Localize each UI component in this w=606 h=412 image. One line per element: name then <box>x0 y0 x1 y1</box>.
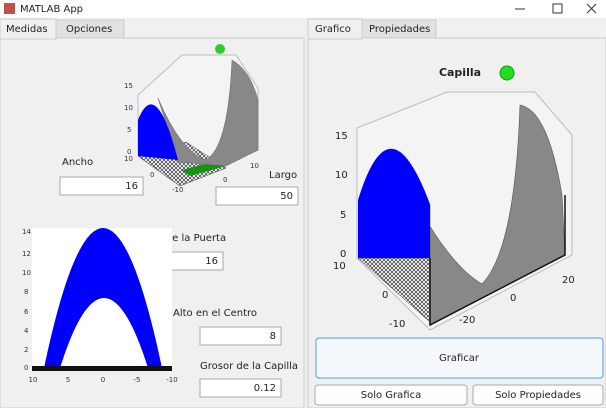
field-value: 16 <box>125 181 138 192</box>
field-label: Ancho <box>62 157 93 168</box>
status-lamp <box>499 65 515 81</box>
tick-label: 5 <box>66 376 70 384</box>
base <box>32 366 172 371</box>
window-title: MATLAB App <box>20 4 83 15</box>
tick-label: 10 <box>124 104 133 112</box>
close-button[interactable] <box>586 3 597 14</box>
text-input[interactable] <box>59 176 144 196</box>
tick-label: 5 <box>127 126 131 134</box>
plot-3d: 15 10 5 0 10 0 -10 -20 0 20 <box>333 91 575 331</box>
field-label: Alto de la Puerta <box>143 233 226 244</box>
field-label: Alto en el Centro <box>173 308 257 319</box>
tick-label: 12 <box>22 250 31 258</box>
tick-label: -10 <box>172 186 183 194</box>
field-label: Grosor de la Capilla <box>200 361 298 372</box>
tick-label: 10 <box>29 376 38 384</box>
button[interactable] <box>472 384 604 406</box>
tick-label: 6 <box>24 308 29 316</box>
end-wall <box>358 148 430 258</box>
tab-label: Grafico <box>315 24 351 35</box>
tick-label: 10 <box>333 261 346 272</box>
tab-label: Propiedades <box>369 24 430 35</box>
tick-label: 10 <box>250 162 259 170</box>
button-label: Graficar <box>439 353 480 364</box>
tick-label: 10 <box>335 170 348 181</box>
surface <box>157 59 259 167</box>
app-icon <box>4 3 15 14</box>
edge <box>429 195 566 327</box>
tick-label: 20 <box>562 275 575 286</box>
text-input[interactable] <box>199 378 282 398</box>
tick-label: 0 <box>24 364 28 372</box>
tick-label: 10 <box>22 269 31 277</box>
field-value: 0.12 <box>254 383 276 394</box>
field-value: 16 <box>205 256 218 267</box>
tick-label: 4 <box>24 327 29 335</box>
button-label: Solo Grafica <box>361 390 421 401</box>
tick-label: 0 <box>150 171 154 179</box>
field-value: 8 <box>270 331 276 342</box>
tick-label: 5 <box>340 210 346 221</box>
tick-label: 15 <box>124 82 133 90</box>
tick-label: 0 <box>127 148 131 156</box>
front-view: 14 12 10 8 6 4 2 0 10 5 0 -5 -10 <box>22 228 178 384</box>
title-bar <box>0 0 606 18</box>
tick-label: 0 <box>382 290 388 301</box>
plot-title: Capilla <box>439 66 481 79</box>
tick-label: 2 <box>24 346 28 354</box>
preview-3d: 15 10 5 0 10 0 -10 0 10 <box>124 54 259 194</box>
field-label: Largo <box>269 170 297 181</box>
button[interactable] <box>314 384 468 406</box>
tick-label: 0 <box>340 249 346 260</box>
tab[interactable] <box>55 19 125 39</box>
button-label: Solo Propiedades <box>495 390 581 401</box>
tick-label: -5 <box>134 376 141 384</box>
tick-label: 0 <box>101 376 105 384</box>
tick-label: 8 <box>24 288 28 296</box>
tab-label: Medidas <box>6 24 48 35</box>
tick-label: -10 <box>166 376 177 384</box>
text-input[interactable] <box>215 186 299 206</box>
text-input[interactable] <box>199 326 282 346</box>
tab-label: Opciones <box>66 24 112 35</box>
tick-label: 0 <box>510 293 516 304</box>
tick-label: 10 <box>124 155 133 163</box>
tick-label: -20 <box>459 315 475 326</box>
tick-label: 0 <box>223 176 227 184</box>
tick-label: -10 <box>389 319 405 330</box>
end-wall <box>138 104 178 160</box>
status-lamp <box>215 44 225 54</box>
button[interactable] <box>315 337 604 379</box>
tick-label: 15 <box>335 131 348 142</box>
tab[interactable] <box>361 19 437 39</box>
maximize-button[interactable] <box>552 3 563 14</box>
field-value: 50 <box>280 191 293 202</box>
tick-label: 14 <box>22 228 31 236</box>
arch-inner <box>60 298 148 368</box>
